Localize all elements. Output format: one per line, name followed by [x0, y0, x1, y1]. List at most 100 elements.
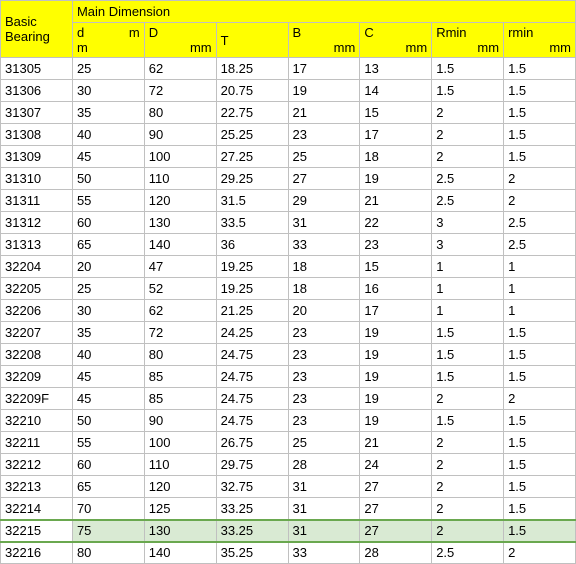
cell-d: 55	[72, 432, 144, 454]
cell-D: 80	[144, 344, 216, 366]
cell-rmin: 1.5	[504, 102, 576, 124]
cell-C: 27	[360, 498, 432, 520]
cell-rmin: 2	[504, 542, 576, 564]
cell-Rmin: 1	[432, 256, 504, 278]
table-row: 322147012533.25312721.5	[1, 498, 576, 520]
cell-rmin: 1.5	[504, 124, 576, 146]
cell-Rmin: 2.5	[432, 168, 504, 190]
cell-B: 23	[288, 124, 360, 146]
cell-rmin: 1.5	[504, 410, 576, 432]
header-col-6: rminmm	[504, 23, 576, 58]
cell-Rmin: 2	[432, 498, 504, 520]
cell-D: 90	[144, 410, 216, 432]
cell-T: 35.25	[216, 542, 288, 564]
cell-C: 21	[360, 190, 432, 212]
cell-D: 130	[144, 212, 216, 234]
cell-b: 31313	[1, 234, 73, 256]
cell-D: 110	[144, 454, 216, 476]
header-col-label: B	[293, 25, 302, 40]
table-row: 32204204719.25181511	[1, 256, 576, 278]
cell-Rmin: 3	[432, 212, 504, 234]
cell-b: 31309	[1, 146, 73, 168]
cell-Rmin: 1.5	[432, 410, 504, 432]
cell-d: 25	[72, 278, 144, 300]
cell-C: 19	[360, 366, 432, 388]
cell-B: 21	[288, 102, 360, 124]
table-body: 31305256218.2517131.51.531306307220.7519…	[1, 58, 576, 564]
cell-rmin: 1.5	[504, 476, 576, 498]
cell-T: 24.75	[216, 410, 288, 432]
cell-C: 19	[360, 168, 432, 190]
cell-Rmin: 1.5	[432, 344, 504, 366]
cell-T: 32.75	[216, 476, 288, 498]
cell-D: 52	[144, 278, 216, 300]
cell-Rmin: 2.5	[432, 542, 504, 564]
cell-b: 32207	[1, 322, 73, 344]
header-main-dimension: Main Dimension	[72, 1, 575, 23]
cell-d: 35	[72, 322, 144, 344]
cell-D: 90	[144, 124, 216, 146]
cell-d: 55	[72, 190, 144, 212]
cell-rmin: 2	[504, 190, 576, 212]
cell-B: 31	[288, 476, 360, 498]
table-row: 31308409025.25231721.5	[1, 124, 576, 146]
cell-D: 110	[144, 168, 216, 190]
cell-T: 26.75	[216, 432, 288, 454]
cell-D: 72	[144, 80, 216, 102]
cell-b: 31308	[1, 124, 73, 146]
table-row: 32208408024.7523191.51.5	[1, 344, 576, 366]
header-col-unit: mm	[293, 40, 356, 55]
cell-d: 65	[72, 234, 144, 256]
cell-b: 31305	[1, 58, 73, 80]
cell-rmin: 1.5	[504, 80, 576, 102]
cell-rmin: 1.5	[504, 366, 576, 388]
cell-b: 32208	[1, 344, 73, 366]
cell-d: 80	[72, 542, 144, 564]
header-col-unit: mm	[436, 40, 499, 55]
cell-D: 120	[144, 476, 216, 498]
cell-B: 18	[288, 256, 360, 278]
cell-T: 19.25	[216, 256, 288, 278]
cell-T: 24.75	[216, 366, 288, 388]
cell-D: 120	[144, 190, 216, 212]
cell-Rmin: 2	[432, 476, 504, 498]
cell-D: 47	[144, 256, 216, 278]
cell-D: 62	[144, 300, 216, 322]
header-col-1: Dmm	[144, 23, 216, 58]
cell-Rmin: 2	[432, 520, 504, 542]
header-col-4: Cmm	[360, 23, 432, 58]
cell-B: 33	[288, 234, 360, 256]
cell-d: 35	[72, 102, 144, 124]
cell-B: 23	[288, 344, 360, 366]
cell-T: 24.75	[216, 344, 288, 366]
cell-B: 18	[288, 278, 360, 300]
cell-d: 65	[72, 476, 144, 498]
cell-C: 15	[360, 102, 432, 124]
header-col-label: D	[149, 25, 158, 40]
cell-Rmin: 2	[432, 146, 504, 168]
cell-T: 24.25	[216, 322, 288, 344]
cell-rmin: 2	[504, 388, 576, 410]
cell-C: 18	[360, 146, 432, 168]
cell-D: 62	[144, 58, 216, 80]
header-col-label: rmin	[508, 25, 533, 40]
cell-C: 16	[360, 278, 432, 300]
table-row: 322115510026.75252121.5	[1, 432, 576, 454]
cell-Rmin: 1	[432, 300, 504, 322]
table-row: 313126013033.5312232.5	[1, 212, 576, 234]
cell-T: 27.25	[216, 146, 288, 168]
cell-T: 33.25	[216, 498, 288, 520]
cell-T: 22.75	[216, 102, 288, 124]
table-row: 32210509024.7523191.51.5	[1, 410, 576, 432]
header-col-unit: m	[77, 40, 140, 55]
header-col-unit: mm	[508, 40, 571, 55]
cell-B: 25	[288, 146, 360, 168]
cell-T: 25.25	[216, 124, 288, 146]
cell-Rmin: 1.5	[432, 80, 504, 102]
cell-B: 23	[288, 366, 360, 388]
cell-b: 31306	[1, 80, 73, 102]
cell-C: 27	[360, 520, 432, 542]
cell-D: 140	[144, 542, 216, 564]
header-col-label: C	[364, 25, 373, 40]
cell-B: 20	[288, 300, 360, 322]
